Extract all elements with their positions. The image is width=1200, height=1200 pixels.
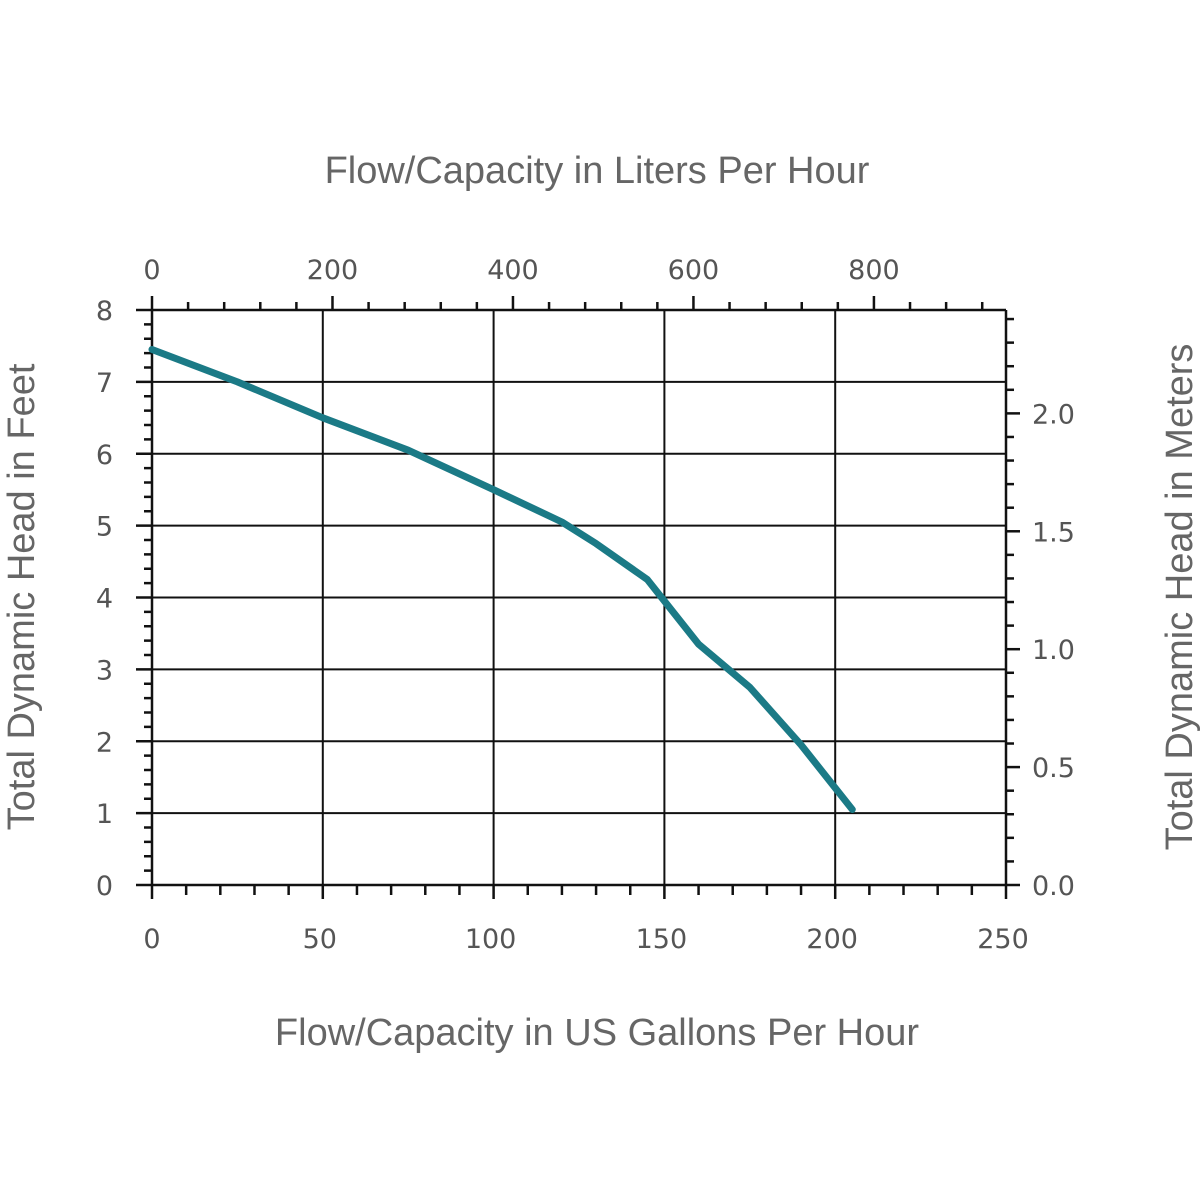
x-top-tick-label: 200 — [307, 255, 359, 286]
y-right-tick-label: 2.0 — [1032, 399, 1075, 430]
y-right-tick-label: 0.0 — [1032, 871, 1075, 902]
x-tick-label: 50 — [303, 924, 337, 955]
x-tick-label: 250 — [977, 924, 1029, 955]
x-top-tick-label: 0 — [143, 255, 160, 286]
x-tick-label: 150 — [636, 924, 688, 955]
y-tick-label: 0 — [96, 871, 113, 902]
y-tick-label: 2 — [96, 727, 113, 758]
y-tick-label: 3 — [96, 655, 113, 686]
x-tick-label: 0 — [143, 924, 160, 955]
x-tick-label: 200 — [806, 924, 858, 955]
y-tick-label: 7 — [96, 368, 113, 399]
y-tick-label: 4 — [96, 584, 113, 615]
y-tick-label: 5 — [96, 512, 113, 543]
y-tick-label: 1 — [96, 799, 113, 830]
x-top-tick-label: 600 — [668, 255, 720, 286]
y-tick-label: 6 — [96, 440, 113, 471]
x-top-tick-label: 400 — [487, 255, 539, 286]
pump-curve-line — [148, 346, 856, 813]
y-right-tick-label: 1.0 — [1032, 635, 1075, 666]
y-axis-title: Total Dynamic Head in Feet — [1, 363, 43, 830]
y-tick-label: 8 — [96, 296, 113, 327]
x-top-tick-label: 800 — [848, 255, 900, 286]
y-right-axis-title: Total Dynamic Head in Meters — [1159, 344, 1200, 851]
ticks — [136, 296, 1020, 899]
x-top-axis-title: Flow/Capacity in Liters Per Hour — [325, 150, 870, 192]
y-right-tick-label: 1.5 — [1032, 517, 1075, 548]
y-right-tick-label: 0.5 — [1032, 753, 1075, 784]
x-axis-title: Flow/Capacity in US Gallons Per Hour — [275, 1012, 919, 1054]
x-tick-label: 100 — [465, 924, 517, 955]
